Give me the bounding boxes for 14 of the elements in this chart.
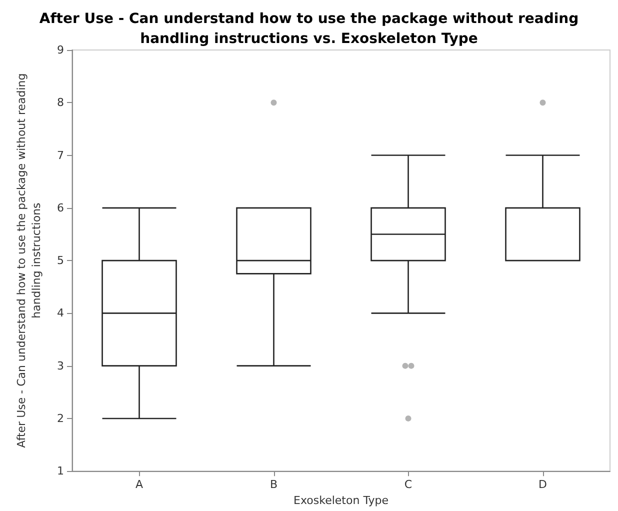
- y-axis-title: After Use - Can understand how to use the package without reading handling instructions: [15, 73, 43, 448]
- y-tick-label: 3: [57, 359, 64, 372]
- y-tick-label: 2: [57, 412, 64, 425]
- x-tick-label: D: [538, 478, 547, 492]
- y-tick-label: 8: [57, 96, 64, 110]
- y-tick-label: 6: [57, 201, 64, 214]
- x-axis-title: Exoskeleton Type: [294, 494, 389, 507]
- x-tick-label: C: [404, 478, 412, 492]
- y-tick-label: 5: [57, 254, 64, 268]
- y-tick-label: 7: [57, 148, 64, 162]
- x-tick-label: B: [270, 478, 278, 492]
- y-tick-label: 1: [57, 464, 64, 478]
- y-tick-label: 4: [57, 306, 64, 320]
- x-tick-label: A: [135, 478, 144, 492]
